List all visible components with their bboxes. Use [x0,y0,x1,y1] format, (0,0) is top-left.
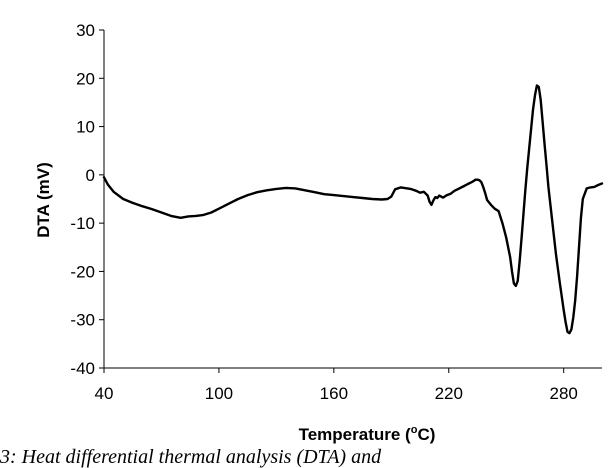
x-axis-title-main: Temperature ( [299,425,411,444]
x-axis-title-end: C) [417,425,435,444]
dta-series-line [102,84,604,335]
figure-caption: 3: Heat differential thermal analysis (D… [0,446,382,468]
y-tick-label: -10 [70,214,95,233]
y-tick-label: 0 [86,166,95,185]
plot-area [102,84,604,335]
y-tick-label: 20 [76,69,95,88]
y-tick-label: -20 [70,262,95,281]
x-tick-label: 40 [95,384,114,403]
x-tick-label: 220 [435,384,463,403]
y-tick-label: -40 [70,359,95,378]
x-axis-ticks: 40 100 160 220 280 [95,368,578,403]
x-tick-label: 280 [550,384,578,403]
x-axis-title-superscript: o [411,424,418,436]
y-axis-ticks: 30 20 10 0 -10 -20 -30 -40 [70,21,104,378]
y-tick-label: -30 [70,311,95,330]
y-tick-label: 30 [76,21,95,40]
x-tick-label: 160 [320,384,348,403]
y-tick-label: 10 [76,118,95,137]
x-axis-title: Temperature (oC) [299,424,436,444]
y-axis-title: DTA (mV) [34,162,53,238]
x-tick-label: 100 [205,384,233,403]
